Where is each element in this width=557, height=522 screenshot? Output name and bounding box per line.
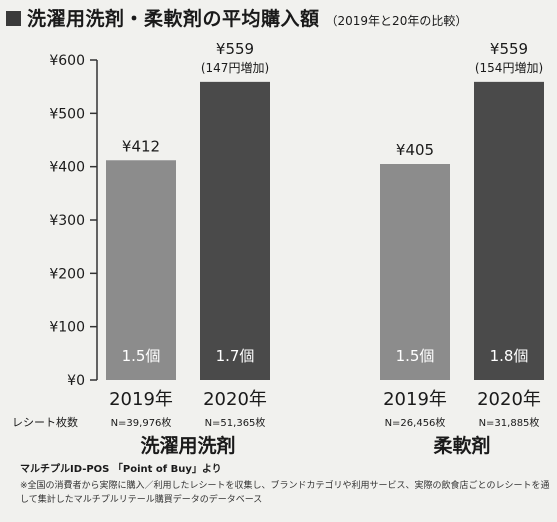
bar-items-label: 1.7個	[216, 347, 255, 365]
bar-change-label: (147円増加)	[201, 61, 269, 75]
x-category-label: 2019年	[109, 389, 173, 410]
receipt-count-header: レシート枚数	[12, 415, 78, 429]
bar-items-label: 1.5個	[122, 347, 161, 365]
bar	[106, 160, 176, 380]
bar-items-label: 1.8個	[490, 347, 529, 365]
bar-chart: ¥0 ¥100 ¥200 ¥300 ¥400 ¥500 ¥600 ¥412 1.5個 2019年 N…	[12, 40, 544, 457]
bar-value-label: ¥559	[216, 40, 254, 58]
bar-change-label: (154円増加)	[475, 61, 543, 75]
bar	[380, 164, 450, 380]
bar-items-label: 1.5個	[396, 347, 435, 365]
x-category-label: 2019年	[383, 389, 447, 410]
title-square-icon	[6, 11, 21, 26]
group-label: 柔軟剤	[433, 434, 490, 457]
y-tick-label: ¥400	[49, 160, 85, 176]
y-tick-label: ¥0	[67, 373, 85, 389]
x-category-label: 2020年	[203, 389, 267, 410]
receipt-count-label: N=31,885枚	[479, 416, 540, 429]
y-tick-label: ¥100	[49, 320, 85, 336]
receipt-count-label: N=39,976枚	[111, 416, 172, 429]
receipt-count-label: N=26,456枚	[385, 416, 446, 429]
bar	[200, 81, 270, 380]
y-tick-label: ¥200	[49, 266, 85, 282]
y-tick-label: ¥600	[49, 53, 85, 69]
chart-subtitle: （2019年と20年の比較）	[325, 14, 468, 28]
bar-value-label: ¥559	[490, 40, 528, 58]
y-tick-label: ¥300	[49, 213, 85, 229]
footnote-text: ※全国の消費者から実際に購入／利用したレシートを収集し、ブランドカテゴリや利用サ…	[20, 481, 550, 505]
chart-title-row: 洗濯用洗剤・柔軟剤の平均購入額 （2019年と20年の比較）	[6, 4, 467, 31]
bar-value-label: ¥405	[396, 141, 434, 159]
bar-value-label: ¥412	[122, 137, 160, 155]
y-tick-label: ¥500	[49, 106, 85, 122]
bar	[474, 81, 544, 380]
footer: マルチプルID-POS 「Point of Buy」より ※全国の消費者から実際…	[20, 460, 550, 507]
group-label: 洗濯用洗剤	[140, 434, 235, 457]
source-text: マルチプルID-POS 「Point of Buy」より	[20, 464, 222, 475]
chart-title: 洗濯用洗剤・柔軟剤の平均購入額	[27, 8, 320, 30]
x-category-label: 2020年	[477, 389, 541, 410]
receipt-count-label: N=51,365枚	[205, 416, 266, 429]
